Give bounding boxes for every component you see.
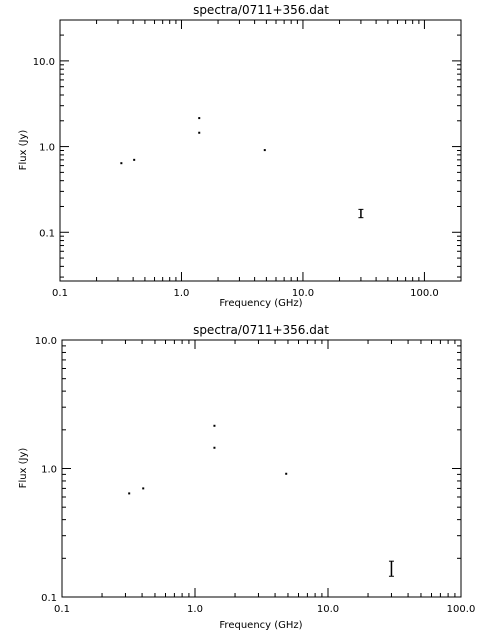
x-axis-label: Frequency (GHz) <box>219 620 302 631</box>
x-tick-label: 100.0 <box>447 604 476 615</box>
y-tick-label: 10.0 <box>33 57 55 68</box>
y-tick-label: 0.1 <box>39 228 55 239</box>
x-tick-label: 10.0 <box>317 604 339 615</box>
plot-frame <box>59 19 462 282</box>
data-points <box>120 117 364 219</box>
data-point <box>198 117 201 120</box>
x-tick-label: 0.1 <box>54 604 70 615</box>
data-point <box>285 472 288 475</box>
y-axis-label: Flux (Jy) <box>18 448 29 489</box>
x-tick-label: 1.0 <box>187 604 203 615</box>
data-point <box>120 162 123 165</box>
y-tick-label: 0.1 <box>41 593 57 604</box>
plot-frame <box>61 339 462 598</box>
chart-title: spectra/0711+356.dat <box>193 323 329 337</box>
axis-ticks <box>59 19 462 281</box>
x-tick-label: 100.0 <box>410 288 439 299</box>
data-point <box>133 158 136 161</box>
y-tick-labels: 0.1 1.0 10.0 <box>35 336 57 604</box>
data-point <box>263 149 266 152</box>
y-tick-label: 1.0 <box>39 143 55 154</box>
error-bar <box>358 208 364 219</box>
axis-ticks <box>61 339 462 598</box>
x-tick-label: 1.0 <box>174 288 190 299</box>
spectrum-plot-2: spectra/0711+356.dat 0.1 1.0 10.0 100.0 0.1… <box>18 323 475 631</box>
x-tick-label: 10.0 <box>292 288 314 299</box>
y-tick-label: 10.0 <box>35 336 57 347</box>
x-axis-label: Frequency (GHz) <box>219 298 302 309</box>
data-point <box>142 487 145 490</box>
spectrum-plot-1: spectra/0711+356.dat 0.1 1.0 10.0 100.0 0.1… <box>18 3 462 309</box>
data-points <box>128 424 394 577</box>
error-bar <box>388 560 394 577</box>
data-point <box>213 446 216 449</box>
x-tick-label: 0.1 <box>52 288 68 299</box>
data-point <box>128 492 131 495</box>
y-tick-labels: 0.1 1.0 10.0 <box>33 57 55 239</box>
y-axis-label: Flux (Jy) <box>18 130 29 171</box>
y-tick-label: 1.0 <box>41 465 57 476</box>
x-tick-labels: 0.1 1.0 10.0 100.0 <box>52 288 439 299</box>
x-tick-labels: 0.1 1.0 10.0 100.0 <box>54 604 475 615</box>
data-point <box>198 131 201 134</box>
data-point <box>213 424 216 427</box>
chart-title: spectra/0711+356.dat <box>193 3 329 17</box>
